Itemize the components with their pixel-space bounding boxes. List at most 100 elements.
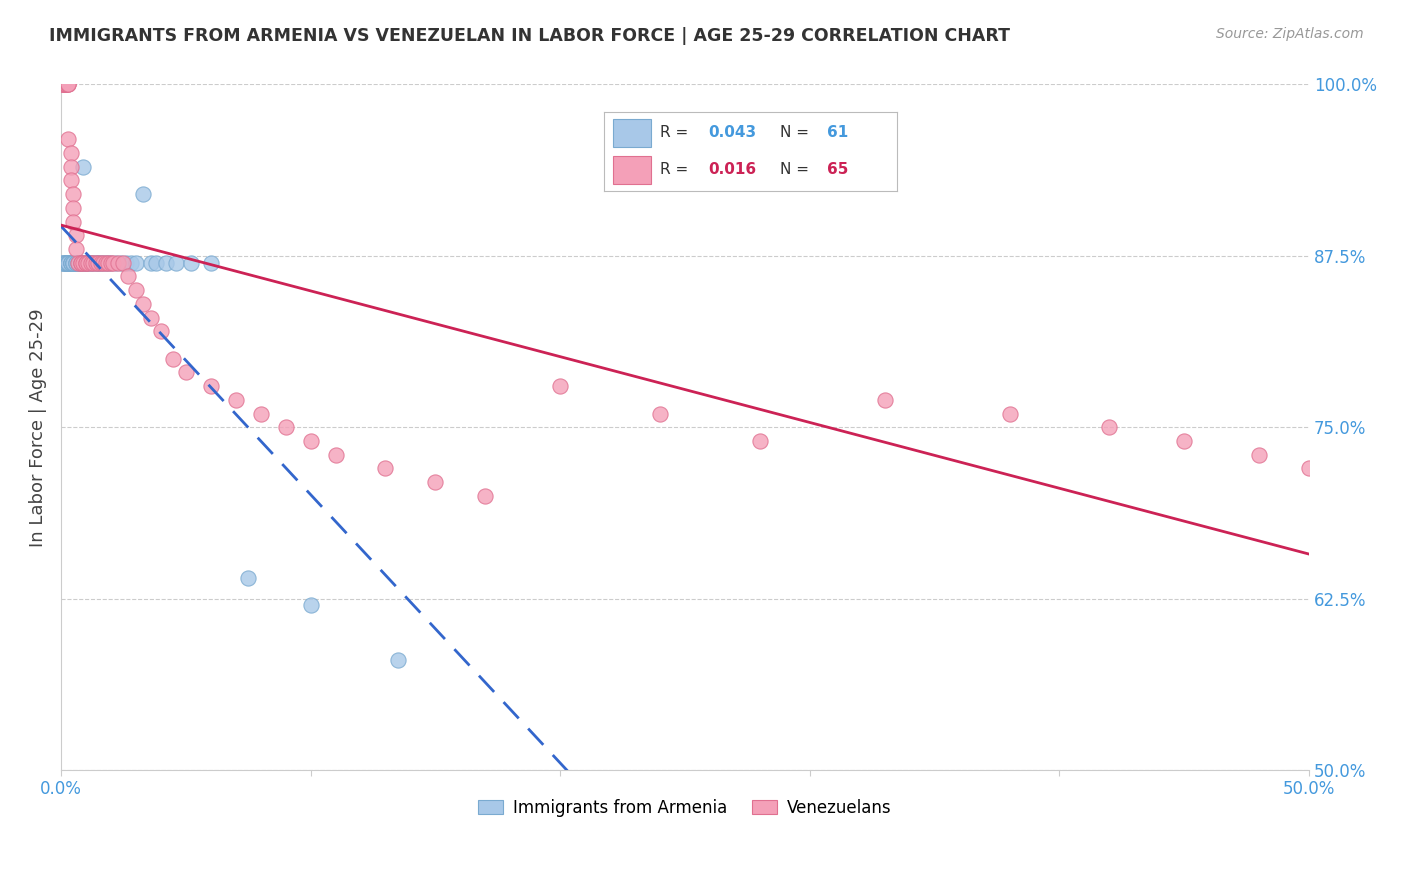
- Point: [62, 255, 84, 269]
- Point: [238, 571, 260, 585]
- Point: [75, 255, 97, 269]
- Point: [125, 255, 148, 269]
- Point: [52, 78, 75, 92]
- Point: [998, 407, 1021, 421]
- Point: [90, 255, 112, 269]
- Point: [52, 255, 75, 269]
- Point: [474, 489, 496, 503]
- Point: [62, 255, 84, 269]
- Point: [65, 242, 87, 256]
- Point: [55, 255, 77, 269]
- Point: [55, 78, 77, 92]
- Point: [132, 297, 155, 311]
- Point: [52, 78, 75, 92]
- Point: [58, 255, 80, 269]
- Point: [58, 78, 80, 92]
- Point: [59, 146, 82, 161]
- Point: [274, 420, 297, 434]
- Point: [67, 255, 90, 269]
- Point: [67, 255, 90, 269]
- Point: [225, 392, 247, 407]
- Point: [145, 255, 167, 269]
- Point: [58, 255, 80, 269]
- Point: [325, 448, 347, 462]
- Point: [58, 78, 80, 92]
- Point: [75, 255, 97, 269]
- Point: [70, 255, 93, 269]
- Point: [425, 475, 447, 489]
- Point: [120, 255, 142, 269]
- Point: [62, 255, 84, 269]
- Point: [165, 255, 187, 269]
- Point: [200, 255, 222, 269]
- Point: [65, 228, 87, 243]
- Point: [55, 255, 77, 269]
- Point: [72, 160, 94, 174]
- Point: [55, 78, 77, 92]
- Point: [90, 255, 112, 269]
- Point: [115, 255, 138, 269]
- Point: [299, 599, 322, 613]
- Point: [107, 255, 129, 269]
- Point: [100, 255, 122, 269]
- Text: Source: ZipAtlas.com: Source: ZipAtlas.com: [1216, 27, 1364, 41]
- Point: [748, 434, 770, 448]
- Point: [58, 255, 80, 269]
- Point: [100, 255, 122, 269]
- Point: [55, 78, 77, 92]
- Point: [93, 255, 115, 269]
- Point: [52, 255, 75, 269]
- Point: [299, 434, 322, 448]
- Point: [97, 255, 120, 269]
- Point: [59, 173, 82, 187]
- Point: [873, 392, 896, 407]
- Point: [387, 653, 409, 667]
- Point: [62, 214, 84, 228]
- Point: [75, 255, 97, 269]
- Point: [200, 379, 222, 393]
- Point: [55, 255, 77, 269]
- Point: [87, 255, 110, 269]
- Point: [87, 255, 110, 269]
- Point: [59, 255, 82, 269]
- Point: [75, 255, 97, 269]
- Point: [94, 255, 117, 269]
- Point: [62, 201, 84, 215]
- Point: [648, 407, 671, 421]
- Point: [55, 78, 77, 92]
- Point: [374, 461, 396, 475]
- Point: [80, 255, 103, 269]
- Point: [65, 255, 87, 269]
- Point: [84, 255, 107, 269]
- Point: [162, 351, 184, 366]
- Point: [58, 132, 80, 146]
- Point: [58, 78, 80, 92]
- Point: [112, 255, 135, 269]
- Point: [180, 255, 202, 269]
- Point: [548, 379, 571, 393]
- Point: [58, 255, 80, 269]
- Point: [87, 255, 110, 269]
- Point: [59, 255, 82, 269]
- Point: [72, 255, 94, 269]
- Point: [58, 255, 80, 269]
- Point: [70, 255, 93, 269]
- Point: [117, 269, 139, 284]
- Point: [249, 407, 271, 421]
- Point: [82, 255, 104, 269]
- Point: [139, 255, 162, 269]
- Point: [59, 255, 82, 269]
- Point: [70, 255, 93, 269]
- Point: [84, 255, 107, 269]
- Point: [55, 78, 77, 92]
- Point: [94, 255, 117, 269]
- Point: [77, 255, 100, 269]
- Point: [1173, 434, 1195, 448]
- Point: [55, 255, 77, 269]
- Point: [52, 78, 75, 92]
- Point: [1249, 448, 1271, 462]
- Point: [59, 160, 82, 174]
- Point: [70, 255, 93, 269]
- Point: [139, 310, 162, 325]
- Point: [77, 255, 100, 269]
